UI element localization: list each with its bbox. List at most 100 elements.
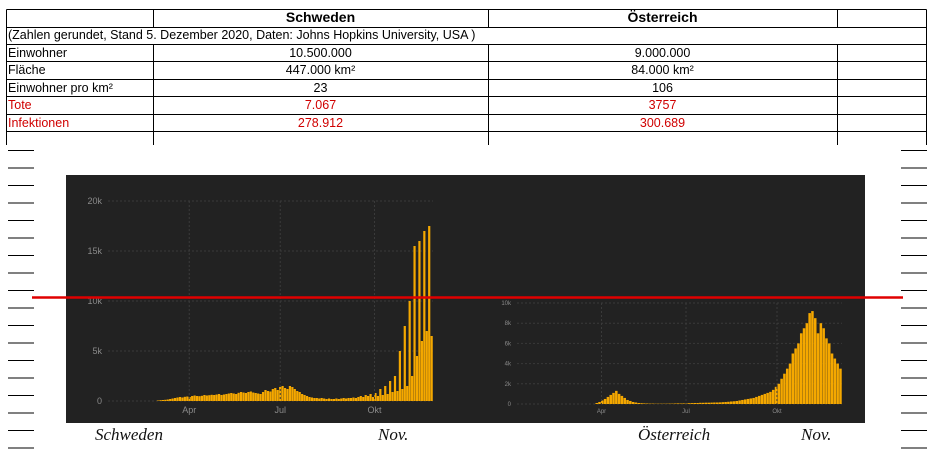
caption-oesterreich: Österreich <box>638 425 711 444</box>
bar <box>252 392 255 401</box>
bar <box>254 393 257 401</box>
bar <box>374 393 377 401</box>
header-oesterreich: Österreich <box>627 9 698 25</box>
row-label-einwohner: Einwohner <box>8 46 68 60</box>
bar <box>349 398 353 401</box>
bar <box>746 398 750 404</box>
bar <box>710 402 713 404</box>
bar <box>794 348 797 404</box>
bar <box>741 399 744 404</box>
bar <box>791 353 795 404</box>
bar <box>631 401 635 404</box>
bar <box>203 395 206 401</box>
y-tick-label: 20k <box>87 196 102 206</box>
bar <box>271 389 274 401</box>
value-oesterreich-einwohner: 9.000.000 <box>634 46 691 60</box>
bar <box>379 389 382 401</box>
bar <box>822 328 825 404</box>
bar <box>836 363 839 404</box>
bar <box>783 373 786 404</box>
bar <box>261 392 265 401</box>
row-label-flaeche: Fläche <box>8 63 46 77</box>
bar <box>227 393 230 401</box>
value-oesterreich-flaeche: 84.000 km² <box>631 63 694 77</box>
bar <box>362 397 365 401</box>
bar <box>749 398 753 404</box>
bar <box>393 376 397 401</box>
bar <box>713 402 716 404</box>
caption-schweden: Schweden <box>95 425 163 444</box>
value-schweden-tote: 7.067 <box>304 98 337 112</box>
bar <box>415 356 419 401</box>
x-tick-label: Apr <box>182 405 196 415</box>
bar <box>257 393 260 401</box>
bar <box>266 391 270 401</box>
bar <box>727 401 730 404</box>
bar <box>707 402 711 404</box>
x-tick-label: Apr <box>597 409 606 415</box>
x-tick-label: Okt <box>772 409 782 415</box>
bar <box>839 368 842 404</box>
chart-background <box>66 175 865 423</box>
bar <box>176 397 179 401</box>
bar <box>413 246 416 401</box>
bar <box>623 397 626 404</box>
y-tick-label: 10k <box>87 296 102 306</box>
bar <box>396 391 399 401</box>
bar <box>323 398 326 401</box>
bar <box>342 398 345 401</box>
bar <box>601 400 604 404</box>
bar <box>808 313 811 404</box>
bar <box>797 343 800 404</box>
bar <box>788 363 792 404</box>
bar <box>805 323 809 404</box>
chart-schweden: 0 5k 10k 15k 20k Apr Jul Okt <box>87 196 433 415</box>
bar <box>813 318 817 404</box>
bar <box>603 398 607 404</box>
bar <box>629 400 632 404</box>
bar <box>210 394 213 401</box>
bar <box>827 343 831 404</box>
bar <box>732 401 736 404</box>
bar <box>178 397 182 401</box>
bar <box>313 398 316 401</box>
bar <box>721 402 725 404</box>
bar <box>760 394 764 404</box>
bar <box>259 394 262 401</box>
bar <box>408 301 411 401</box>
bar <box>780 378 783 404</box>
bar <box>799 333 803 404</box>
chart-oesterreich: 0 2k 4k 6k 8k 10k Apr Jul Okt <box>501 301 842 415</box>
bar <box>347 398 350 401</box>
bar <box>430 336 433 401</box>
bar <box>738 400 741 404</box>
bar <box>637 402 640 404</box>
bar <box>687 403 691 404</box>
bar <box>335 398 338 401</box>
bar <box>325 399 328 401</box>
bar <box>699 402 702 404</box>
bar <box>364 395 367 401</box>
bar <box>181 397 184 401</box>
bar <box>389 381 392 401</box>
y-tick-label: 6k <box>505 341 512 347</box>
bar <box>830 353 834 404</box>
bar <box>352 397 355 401</box>
row-label-infektionen: Infektionen <box>8 116 70 130</box>
bar <box>213 395 216 401</box>
bar <box>198 396 201 401</box>
bar <box>305 396 309 401</box>
bar <box>676 403 680 404</box>
bar <box>704 402 708 404</box>
bar <box>785 368 789 404</box>
bar <box>164 399 167 401</box>
bar <box>171 398 174 401</box>
bar <box>769 391 772 404</box>
bar <box>237 392 240 401</box>
bar <box>357 397 360 401</box>
y-tick-label: 2k <box>505 382 512 388</box>
bar <box>276 390 279 401</box>
caption-oesterreich-nov: Nov. <box>801 425 832 444</box>
bar <box>423 231 426 401</box>
